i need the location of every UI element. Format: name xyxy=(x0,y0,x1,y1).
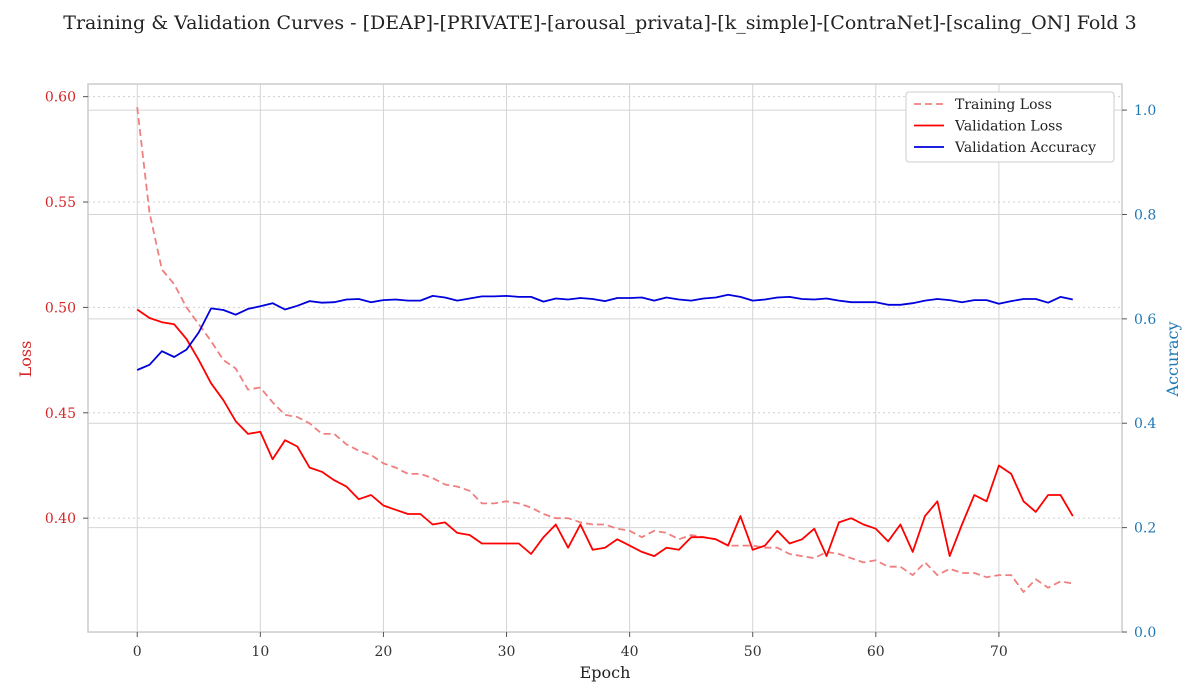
x-axis-label: Epoch xyxy=(580,663,631,682)
x-tick-label: 20 xyxy=(375,644,393,660)
legend-label: Validation Accuracy xyxy=(954,140,1096,156)
x-tick-label: 10 xyxy=(251,644,269,660)
y-right-tick-label: 0.4 xyxy=(1134,416,1156,432)
plot-frame xyxy=(87,83,1123,633)
y-left-tick-label: 0.55 xyxy=(45,195,76,211)
y-right-tick-label: 0.8 xyxy=(1134,207,1156,223)
chart-title: Training & Validation Curves - [DEAP]-[P… xyxy=(63,12,1136,34)
legend-label: Validation Loss xyxy=(954,119,1063,135)
y-left-tick-label: 0.40 xyxy=(45,511,76,527)
series-line-training-loss xyxy=(136,107,1073,593)
legend-label: Training Loss xyxy=(955,97,1052,113)
y-right-tick-label: 0.6 xyxy=(1134,312,1156,328)
y-right-tick-label: 0.0 xyxy=(1134,625,1156,641)
x-tick-label: 70 xyxy=(990,644,1008,660)
x-tick-label: 0 xyxy=(133,644,142,660)
y-left-tick-label: 0.45 xyxy=(45,406,76,422)
y-right-tick-label: 0.2 xyxy=(1134,521,1156,537)
series-line-validation-accuracy xyxy=(136,293,1073,371)
y-right-tick-label: 1.0 xyxy=(1134,103,1156,119)
y-left-tick-label: 0.50 xyxy=(45,300,76,316)
legend: Training Loss Validation Loss Validation A… xyxy=(905,91,1115,163)
y-axis-right-label: Accuracy xyxy=(1163,322,1182,398)
x-tick-label: 60 xyxy=(867,644,885,660)
grid xyxy=(88,84,1122,633)
y-left-tick-label: 0.60 xyxy=(45,90,76,106)
x-tick-label: 40 xyxy=(621,644,639,660)
x-tick-label: 30 xyxy=(498,644,516,660)
legend-box xyxy=(905,91,1115,163)
x-tick-label: 50 xyxy=(744,644,762,660)
axis-ticks: 0 10 20 30 40 50 60 70 0.40 0.45 0.50 0.55 0.60 0.0 0.… xyxy=(45,90,1157,660)
y-axis-left-label: Loss xyxy=(16,341,35,378)
series-lines xyxy=(136,107,1074,593)
series-line-validation-loss xyxy=(136,308,1074,557)
